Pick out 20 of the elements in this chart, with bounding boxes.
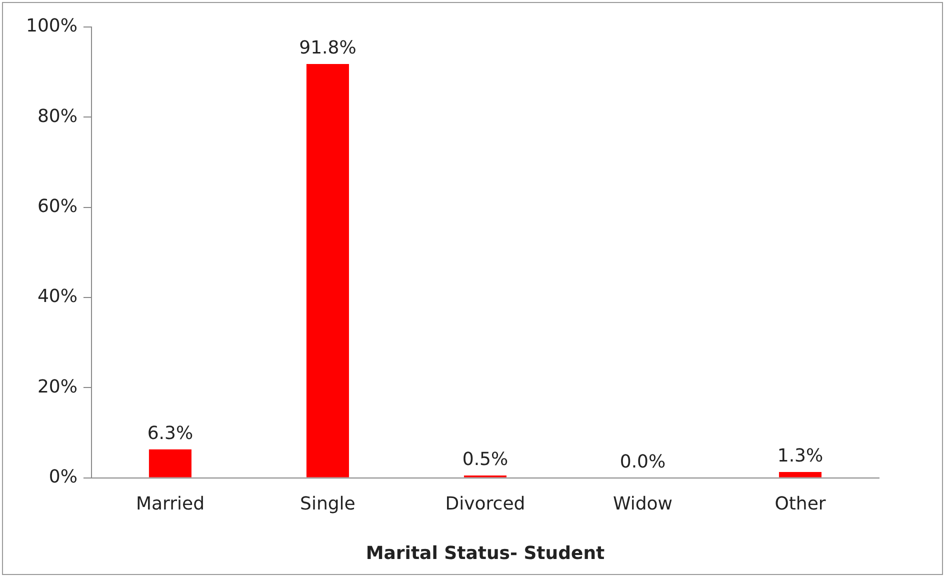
data-label: 1.3% [777, 446, 824, 467]
data-label: 6.3% [147, 423, 194, 444]
data-label: 0.5% [462, 449, 508, 470]
bar [778, 472, 822, 478]
y-tick-label: 100% [26, 16, 78, 37]
y-tick-label: 20% [37, 376, 78, 398]
y-tick-label: 60% [37, 196, 78, 217]
data-label: 91.8% [299, 38, 356, 59]
x-tick-label: Other [774, 493, 826, 514]
x-axis-title: Marital Status- Student [366, 542, 606, 564]
bar [148, 449, 192, 478]
y-tick-label: 0% [48, 466, 78, 488]
y-tick-label: 40% [37, 286, 78, 308]
x-tick-label: Widow [612, 493, 673, 514]
x-tick-label: Divorced [445, 493, 526, 514]
x-tick-label: Married [136, 493, 204, 514]
data-label: 0.0% [620, 451, 666, 472]
x-tick-label: Single [300, 493, 356, 514]
y-tick-label: 80% [37, 106, 78, 127]
bar [306, 64, 349, 478]
